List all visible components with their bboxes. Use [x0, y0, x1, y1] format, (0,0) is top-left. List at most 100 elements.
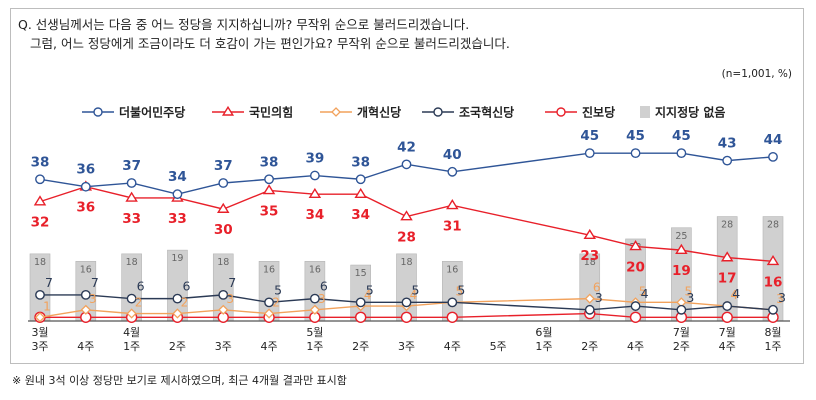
x-week-label: 1주: [535, 340, 552, 353]
value-label: 34: [305, 207, 324, 223]
value-label: 1: [43, 299, 51, 313]
value-label: 37: [122, 158, 141, 174]
bar-value-label: 16: [446, 264, 458, 275]
data-point: [629, 311, 642, 323]
data-point: [720, 251, 734, 262]
value-label: 16: [764, 274, 783, 290]
data-point: [447, 166, 458, 177]
bar-value-label: 16: [263, 264, 275, 275]
value-label: 40: [443, 147, 462, 163]
data-point: [34, 312, 46, 323]
x-month-label: 5월: [306, 326, 323, 339]
value-label: 39: [305, 151, 324, 167]
value-label: 5: [685, 284, 693, 298]
value-label: 5: [639, 284, 647, 298]
value-label: 19: [672, 263, 691, 279]
question-line-1: Q. 선생님께서는 다음 중 어느 정당을 지지하십니까? 무작위 순으로 불러…: [18, 17, 470, 32]
bar-value-label: 16: [80, 264, 92, 275]
x-week-label: 4주: [627, 340, 644, 353]
x-week-label: 2주: [581, 340, 598, 353]
value-label: 34: [168, 169, 187, 185]
data-point: [721, 311, 733, 323]
value-label: 6: [137, 279, 145, 294]
value-label: 2: [135, 296, 143, 310]
data-point: [80, 304, 91, 315]
data-point: [263, 308, 275, 319]
chart-frame: [10, 8, 804, 364]
value-label: 38: [31, 154, 50, 170]
value-label: 44: [764, 132, 783, 148]
x-week-label: 1주: [306, 340, 323, 353]
legend-label: 국민의힘: [249, 105, 293, 120]
legend-label: 진보당: [582, 105, 615, 120]
data-point: [33, 195, 47, 206]
value-label: 3: [595, 290, 603, 305]
bar-value-label: 15: [355, 268, 367, 279]
data-point: [172, 293, 183, 304]
value-label: 35: [260, 203, 279, 219]
data-point: [309, 293, 320, 304]
value-label: 3: [686, 290, 694, 305]
data-point: [584, 304, 595, 315]
x-week-label: 3주: [215, 340, 232, 353]
value-label: 4: [364, 288, 372, 302]
value-label: 4: [410, 288, 418, 302]
data-point: [264, 297, 274, 308]
bar-value-label: 18: [400, 257, 412, 268]
data-point: [676, 304, 687, 315]
data-point: [35, 174, 45, 185]
legend-item: 국민의힘: [212, 105, 293, 120]
data-point: [676, 148, 687, 159]
data-point: [172, 308, 183, 319]
x-week-label: 5주: [490, 340, 507, 353]
series-line: [39, 185, 774, 263]
legend-marker: [93, 107, 103, 117]
legend-item: 더불어민주당: [82, 105, 185, 120]
value-label: 42: [397, 139, 416, 155]
data-point: [355, 174, 366, 185]
data-point: [354, 187, 367, 199]
value-label: 5: [366, 282, 374, 297]
legend-item: 지지정당 없음: [640, 105, 725, 120]
value-label: 30: [214, 222, 233, 238]
value-label: 2: [272, 296, 280, 310]
data-point: [768, 304, 778, 315]
data-point: [355, 297, 366, 308]
bar-value-label: 25: [675, 231, 687, 242]
value-label: 45: [626, 128, 645, 144]
data-point: [447, 297, 458, 308]
legend-marker: [433, 107, 443, 117]
value-label: 2: [181, 296, 189, 310]
data-point: [446, 311, 459, 323]
data-point: [35, 289, 45, 300]
value-label: 23: [580, 248, 599, 264]
data-point: [675, 243, 688, 254]
data-point: [722, 301, 733, 311]
value-label: 4: [730, 288, 738, 302]
x-month-label: 3월: [31, 326, 48, 339]
footnote: ※ 원내 3석 이상 정당만 보기로 제시하였으며, 최근 4개월 결과만 표시…: [12, 374, 347, 387]
data-point: [126, 293, 137, 304]
value-label: 5: [455, 284, 463, 298]
value-label: 17: [718, 271, 737, 287]
value-label: 7: [45, 275, 53, 290]
bar-value-label: 18: [217, 257, 229, 268]
x-week-label: 4주: [444, 340, 461, 353]
data-point: [722, 155, 733, 166]
legend-label: 개혁신당: [357, 105, 401, 120]
x-month-label: 8월: [764, 326, 781, 339]
bar-value-label: 18: [584, 257, 596, 268]
value-label: 36: [76, 162, 95, 178]
data-point: [401, 159, 412, 170]
value-label: 5: [412, 282, 420, 297]
data-point: [309, 304, 320, 315]
x-week-label: 3주: [31, 340, 48, 353]
value-label: 7: [228, 275, 236, 290]
data-point: [308, 187, 322, 199]
legend-item: 개혁신당: [320, 105, 401, 120]
data-point: [172, 189, 183, 200]
legend-swatch: [640, 106, 650, 118]
value-label: 6: [593, 281, 601, 295]
legend-marker: [556, 107, 566, 117]
